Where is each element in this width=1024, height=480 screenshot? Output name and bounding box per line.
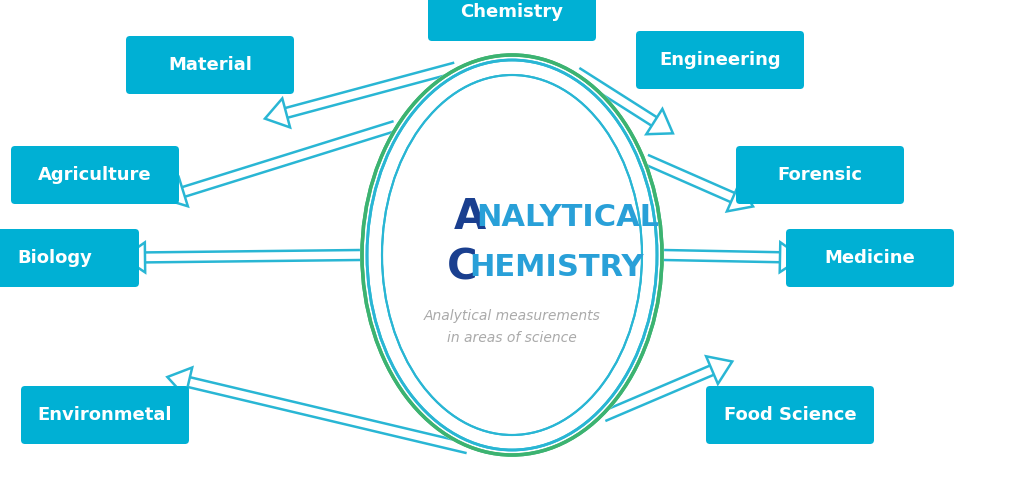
FancyBboxPatch shape — [736, 146, 904, 204]
FancyBboxPatch shape — [786, 229, 954, 287]
FancyBboxPatch shape — [636, 31, 804, 89]
FancyBboxPatch shape — [428, 0, 596, 41]
FancyBboxPatch shape — [11, 146, 179, 204]
FancyBboxPatch shape — [706, 386, 874, 444]
Text: Material: Material — [168, 56, 252, 74]
Polygon shape — [163, 178, 187, 206]
Text: Forensic: Forensic — [777, 166, 862, 184]
Ellipse shape — [369, 62, 655, 448]
FancyBboxPatch shape — [0, 229, 139, 287]
Text: Chemistry: Chemistry — [461, 3, 563, 21]
Polygon shape — [646, 109, 673, 134]
Text: HEMISTRY: HEMISTRY — [469, 252, 643, 281]
Polygon shape — [265, 98, 290, 127]
Text: NALYTICAL: NALYTICAL — [476, 203, 659, 231]
Text: Food Science: Food Science — [724, 406, 856, 424]
Text: C: C — [447, 246, 477, 288]
Text: Environmetal: Environmetal — [38, 406, 172, 424]
Text: Analytical measurements
in areas of science: Analytical measurements in areas of scie… — [424, 309, 600, 346]
Polygon shape — [727, 184, 753, 211]
FancyBboxPatch shape — [126, 36, 294, 94]
Text: A: A — [454, 196, 486, 238]
Polygon shape — [123, 242, 145, 273]
Ellipse shape — [360, 53, 664, 457]
Text: Agriculture: Agriculture — [38, 166, 152, 184]
Text: Biology: Biology — [17, 249, 92, 267]
Text: Medicine: Medicine — [824, 249, 915, 267]
FancyBboxPatch shape — [22, 386, 189, 444]
Text: Engineering: Engineering — [659, 51, 781, 69]
Polygon shape — [167, 368, 193, 396]
Polygon shape — [779, 242, 802, 272]
Polygon shape — [707, 356, 732, 384]
Polygon shape — [497, 102, 527, 124]
